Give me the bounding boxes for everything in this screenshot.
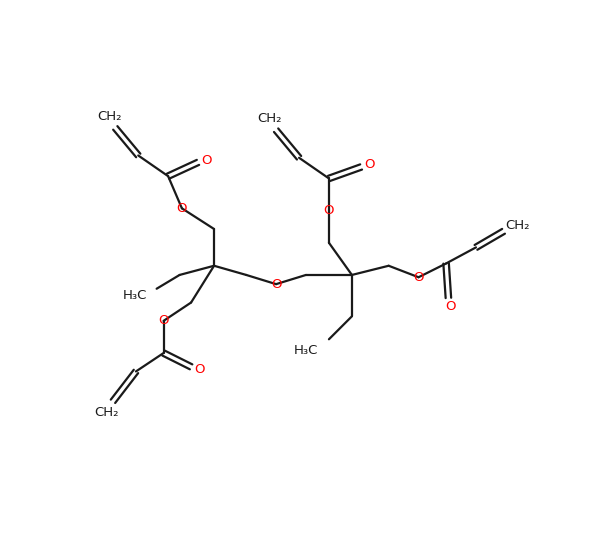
Text: H₃C: H₃C [123,289,147,302]
Text: CH₂: CH₂ [257,112,281,125]
Text: O: O [364,158,375,171]
Text: O: O [201,154,211,166]
Text: O: O [158,315,169,327]
Text: O: O [445,300,456,313]
Text: O: O [194,363,205,376]
Text: O: O [324,204,334,217]
Text: CH₂: CH₂ [505,219,530,232]
Text: O: O [177,202,187,215]
Text: O: O [271,278,281,290]
Text: CH₂: CH₂ [94,406,118,419]
Text: CH₂: CH₂ [97,110,122,123]
Text: H₃C: H₃C [294,344,318,357]
Text: O: O [413,271,424,284]
